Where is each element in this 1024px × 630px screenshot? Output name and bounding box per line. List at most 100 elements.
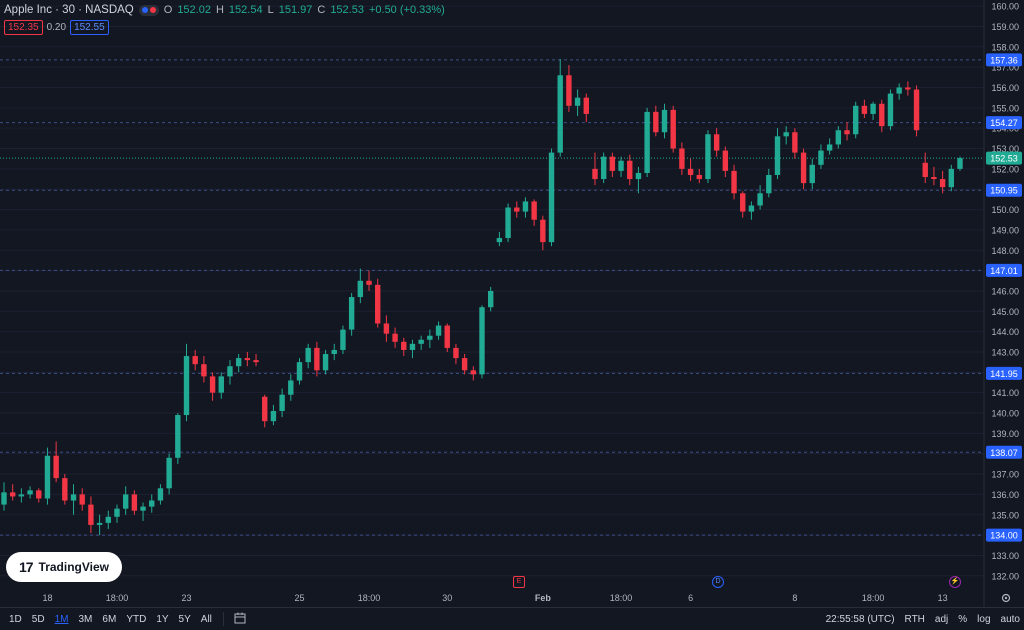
candle-body xyxy=(861,105,868,114)
timeframe-5d[interactable]: 5D xyxy=(31,613,45,625)
bid-ask-row: 152.35 0.20 152.55 xyxy=(4,20,109,35)
timeframe-all[interactable]: All xyxy=(200,613,212,625)
sell-price-button[interactable]: 152.35 xyxy=(4,20,43,35)
candle-body xyxy=(826,144,833,151)
change-value: +0.50 (+0.33%) xyxy=(368,4,445,16)
level-labels-layer: 157.36 154.27 150.95 147.01 141.95 138.07 134.… xyxy=(986,53,1022,542)
level-price-label: 141.95 xyxy=(990,369,1018,379)
candle-body xyxy=(879,103,885,127)
candle-body xyxy=(322,354,329,371)
candle-body xyxy=(766,174,772,194)
percent-toggle[interactable]: % xyxy=(958,613,968,625)
time-tick-label: 13 xyxy=(938,593,948,603)
tradingview-mark-icon: 17 xyxy=(18,559,34,575)
last-price-label: 152.53 xyxy=(990,154,1018,164)
price-tick-label: 140.00 xyxy=(991,409,1019,419)
candle-body xyxy=(262,396,268,422)
time-tick-label: 8 xyxy=(792,593,797,603)
candle-body xyxy=(296,362,303,381)
candle-body xyxy=(18,494,25,497)
candle-body xyxy=(679,148,685,169)
candle-body xyxy=(670,109,676,149)
candle-body xyxy=(62,478,68,501)
candle-body xyxy=(279,394,285,411)
candle-body xyxy=(122,494,129,509)
timeframe-1y[interactable]: 1Y xyxy=(156,613,169,625)
price-tick-label: 133.00 xyxy=(991,551,1019,561)
candle-body xyxy=(713,134,720,151)
toolbar-divider xyxy=(222,612,224,626)
level-price-label: 147.01 xyxy=(990,266,1018,276)
candle-body xyxy=(740,193,746,212)
brand-name: TradingView xyxy=(38,560,110,574)
candle-body xyxy=(366,280,372,285)
level-price-label: 138.07 xyxy=(990,448,1018,458)
time-tick-label: 18 xyxy=(42,593,52,603)
candle-body xyxy=(661,109,668,133)
bottom-toolbar: 1D 5D 1M 3M 6M YTD 1Y 5Y All 22:55:58 (U… xyxy=(0,607,1024,630)
level-price-badge xyxy=(986,53,1022,67)
candle-body xyxy=(922,162,928,178)
price-tick-label: 152.00 xyxy=(991,164,1019,174)
candle-body xyxy=(348,297,355,330)
candle-body xyxy=(783,132,789,137)
candle-body xyxy=(96,522,103,525)
horizontal-levels-layer xyxy=(0,59,984,536)
timeframe-1m[interactable]: 1M xyxy=(54,613,69,625)
low-value: 151.97 xyxy=(278,4,313,16)
chart-settings-icon[interactable] xyxy=(1000,591,1012,603)
log-toggle[interactable]: log xyxy=(977,613,991,625)
candle-body xyxy=(835,130,842,145)
candle-body xyxy=(140,506,146,511)
candle-body xyxy=(1,492,7,505)
candle-body xyxy=(687,168,694,175)
candle-body xyxy=(800,152,807,184)
timeframe-ytd[interactable]: YTD xyxy=(126,613,147,625)
session-toggle[interactable]: RTH xyxy=(904,613,925,625)
candle-body xyxy=(644,111,650,173)
tradingview-logo[interactable]: 17 TradingView xyxy=(6,552,122,582)
goto-date-icon[interactable] xyxy=(230,612,250,627)
candle-body xyxy=(653,111,659,133)
candle-body xyxy=(53,455,59,479)
clock-time[interactable]: 22:55:58 (UTC) xyxy=(825,613,895,625)
candle-body xyxy=(461,358,468,371)
symbol-title[interactable]: Apple Inc · 30 · NASDAQ xyxy=(4,4,134,16)
candle-body xyxy=(470,370,477,375)
candle-body xyxy=(540,219,546,243)
candle-body xyxy=(105,516,111,523)
candle-body xyxy=(427,335,433,340)
candle-body xyxy=(853,105,859,135)
candle-body xyxy=(696,174,702,180)
level-price-label: 157.36 xyxy=(990,55,1018,65)
auto-toggle[interactable]: auto xyxy=(1000,613,1020,625)
candle-body xyxy=(253,360,259,363)
price-tick-label: 150.00 xyxy=(991,205,1019,215)
candle-body xyxy=(209,376,216,393)
earnings-event-icon[interactable]: E xyxy=(513,576,525,588)
candle-body xyxy=(88,504,94,525)
dividend-event-icon[interactable]: D xyxy=(712,576,724,588)
candle-body xyxy=(531,201,537,220)
candle-body xyxy=(627,160,633,180)
chart-canvas[interactable]: 132.00 133.00 134.00 135.00 136.00 137.00 138.… xyxy=(0,0,1024,607)
level-price-label: 150.95 xyxy=(990,186,1018,196)
visibility-toggle-icon[interactable] xyxy=(138,4,159,16)
adjust-toggle[interactable]: adj xyxy=(934,613,949,625)
candle-body xyxy=(792,132,798,153)
candle-body xyxy=(157,488,164,501)
candle-body xyxy=(27,490,33,495)
price-tick-label: 149.00 xyxy=(991,225,1019,235)
price-tick-label: 155.00 xyxy=(991,103,1019,113)
candle-body xyxy=(175,415,181,458)
buy-price-button[interactable]: 152.55 xyxy=(70,20,109,35)
timeframe-5y[interactable]: 5Y xyxy=(178,613,191,625)
candle-body xyxy=(9,492,16,497)
level-price-badge xyxy=(986,116,1022,130)
split-event-icon[interactable]: ⚡ xyxy=(949,576,961,588)
timeframe-3m[interactable]: 3M xyxy=(78,613,93,625)
timeframe-1d[interactable]: 1D xyxy=(9,613,22,625)
timeframe-6m[interactable]: 6M xyxy=(102,613,117,625)
last-price-badge xyxy=(986,151,1022,165)
